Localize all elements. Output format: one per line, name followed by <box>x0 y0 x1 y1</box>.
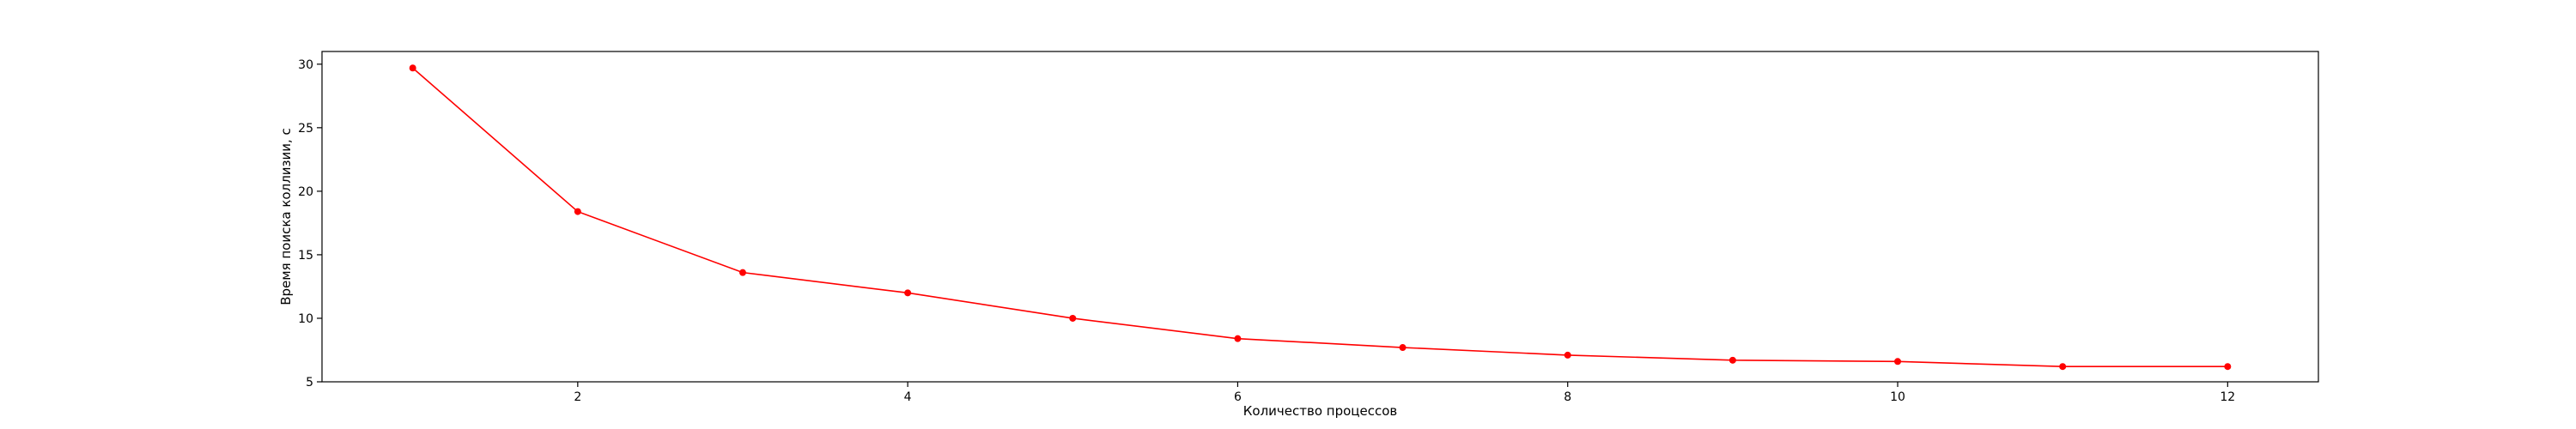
plot-area <box>322 51 2318 382</box>
y-tick-label: 20 <box>298 185 313 199</box>
data-point <box>904 289 912 297</box>
x-tick-label: 4 <box>904 390 912 404</box>
y-tick-label: 15 <box>298 249 313 263</box>
x-tick-label: 2 <box>574 390 581 404</box>
x-tick-label: 8 <box>1564 390 1571 404</box>
data-point <box>1728 356 1736 364</box>
plot-frame <box>321 51 2319 383</box>
y-tick-label: 25 <box>298 122 313 136</box>
y-tick-label: 30 <box>298 58 313 72</box>
y-tick-label: 5 <box>306 376 313 390</box>
x-axis-ticks: 2 4 6 8 10 12 <box>574 382 2235 404</box>
x-axis-label: Количество процессов <box>1243 403 1397 419</box>
data-point <box>574 208 581 215</box>
data-point <box>1069 314 1077 322</box>
y-axis-ticks: 5 10 15 20 25 30 <box>298 58 322 390</box>
x-tick-label: 12 <box>2220 390 2235 404</box>
data-point <box>1564 351 1571 359</box>
series-layer <box>409 64 2232 371</box>
series-line <box>412 67 2228 368</box>
data-point <box>409 64 416 72</box>
data-point <box>2224 363 2232 371</box>
y-tick-label: 10 <box>298 312 313 326</box>
data-point <box>2059 363 2067 371</box>
data-point <box>1399 344 1406 352</box>
y-axis-label: Время поиска коллизии, с <box>278 128 294 305</box>
data-point <box>738 269 746 276</box>
data-point <box>1234 335 1242 342</box>
x-tick-label: 10 <box>1890 390 1905 404</box>
x-tick-label: 6 <box>1234 390 1242 404</box>
data-point <box>1894 358 1902 366</box>
